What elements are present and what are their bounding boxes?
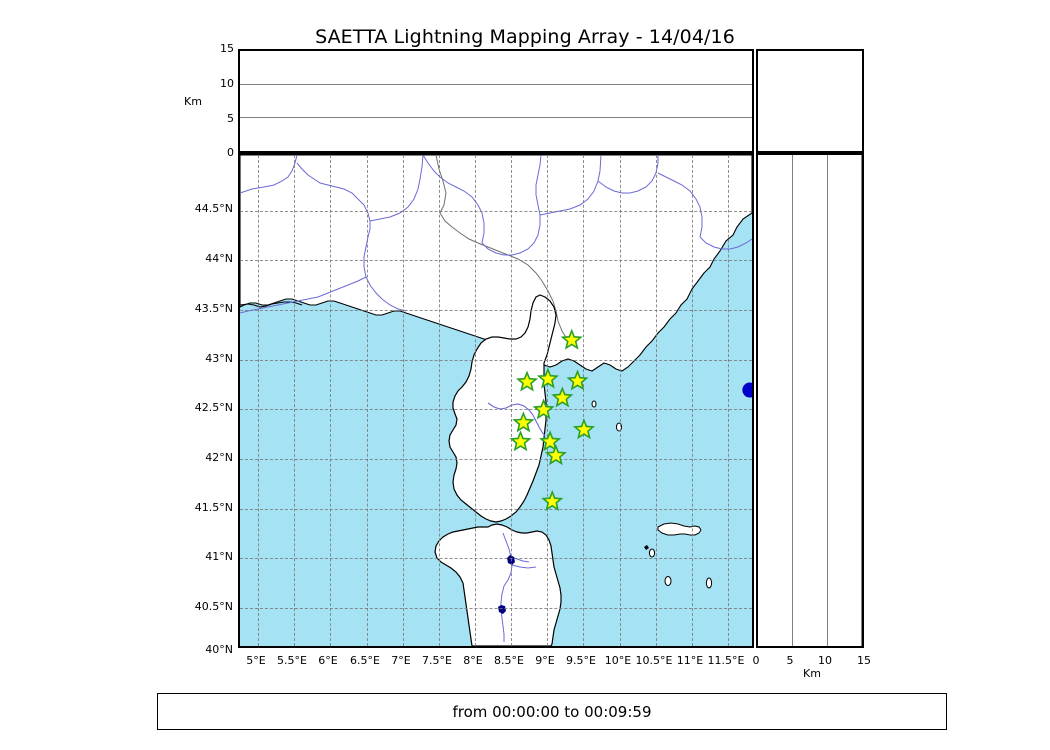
lon-tick-5.5: 5.5°E bbox=[277, 654, 307, 667]
grid-lat-43 bbox=[240, 360, 752, 361]
grid-lat-42 bbox=[240, 459, 752, 460]
lat-tick-40: 40°N bbox=[205, 643, 233, 656]
height-vs-longitude-panel[interactable] bbox=[238, 49, 754, 153]
lat-tick-42.5: 42.5°N bbox=[194, 401, 233, 414]
grid-lon-7 bbox=[403, 155, 404, 646]
station-star-station-7[interactable] bbox=[512, 411, 535, 433]
lon-tick-6.5: 6.5°E bbox=[350, 654, 380, 667]
station-star-station-8[interactable] bbox=[572, 418, 596, 440]
lon-tick-11: 11°E bbox=[676, 654, 704, 667]
grid-lon-9.5 bbox=[583, 155, 584, 646]
station-star-station-3[interactable] bbox=[536, 367, 559, 389]
grid-lon-11 bbox=[692, 155, 693, 646]
grid-lon-11.5 bbox=[728, 155, 729, 646]
grid-lon-8 bbox=[475, 155, 476, 646]
grid-lat-41.5 bbox=[240, 509, 752, 510]
lat-tick-42: 42°N bbox=[205, 451, 233, 464]
height-histogram-panel[interactable] bbox=[756, 49, 864, 153]
station-star-station-11[interactable] bbox=[544, 444, 567, 466]
grid-lon-7.5 bbox=[439, 155, 440, 646]
station-star-station-4[interactable] bbox=[566, 369, 589, 391]
station-star-station-2[interactable] bbox=[515, 370, 539, 392]
grid-lat-42.5 bbox=[240, 409, 752, 410]
lat-tick-44: 44°N bbox=[205, 252, 233, 265]
station-star-station-1[interactable] bbox=[560, 328, 583, 350]
lon-tick-10: 10°E bbox=[604, 654, 632, 667]
lon-tick-9: 9°E bbox=[535, 654, 555, 667]
height-tick-5: 5 bbox=[227, 112, 234, 125]
station-star-station-6[interactable] bbox=[532, 398, 555, 420]
status-text: from 00:00:00 to 00:09:59 bbox=[452, 702, 652, 721]
lat-tick-44.5: 44.5°N bbox=[194, 202, 233, 215]
blue-marker[interactable] bbox=[742, 382, 752, 398]
km-tick-0: 0 bbox=[752, 654, 760, 667]
grid-lon-6.5 bbox=[367, 155, 368, 646]
grid-lon-5 bbox=[258, 155, 259, 646]
map-canvas bbox=[240, 155, 752, 646]
gridline-10km bbox=[240, 84, 752, 85]
grid-lat-44 bbox=[240, 260, 752, 261]
lon-tick-7: 7°E bbox=[391, 654, 411, 667]
lat-tick-40.5: 40.5°N bbox=[194, 600, 233, 613]
grid-lat-40.5 bbox=[240, 608, 752, 609]
lon-tick-6: 6°E bbox=[318, 654, 338, 667]
height-vs-latitude-panel[interactable] bbox=[756, 153, 864, 648]
marker-layer bbox=[240, 155, 752, 646]
lon-tick-8: 8°E bbox=[463, 654, 483, 667]
plan-view-map[interactable] bbox=[238, 153, 754, 648]
km-tick-5: 5 bbox=[786, 654, 794, 667]
station-star-station-9[interactable] bbox=[509, 430, 532, 452]
km-tick-10: 10 bbox=[818, 654, 832, 667]
lat-tick-43: 43°N bbox=[205, 352, 233, 365]
km-axis-label: Km bbox=[803, 667, 821, 680]
grid-lon-10.5 bbox=[656, 155, 657, 646]
station-star-station-12[interactable] bbox=[541, 489, 564, 511]
gridline-15km-right bbox=[861, 155, 862, 646]
lon-tick-11.5: 11.5°E bbox=[707, 654, 745, 667]
lat-tick-41: 41°N bbox=[205, 550, 233, 563]
lat-tick-41.5: 41.5°N bbox=[194, 501, 233, 514]
lon-tick-5: 5°E bbox=[246, 654, 266, 667]
station-star-station-5[interactable] bbox=[551, 386, 574, 408]
grid-lon-6 bbox=[330, 155, 331, 646]
grid-lon-5.5 bbox=[294, 155, 295, 646]
grid-lon-9 bbox=[547, 155, 548, 646]
gridline-5km-right bbox=[792, 155, 793, 646]
lon-tick-9.5: 9.5°E bbox=[566, 654, 596, 667]
lon-tick-10.5: 10.5°E bbox=[635, 654, 673, 667]
lon-tick-7.5: 7.5°E bbox=[422, 654, 452, 667]
lon-tick-8.5: 8.5°E bbox=[494, 654, 524, 667]
status-bar[interactable]: from 00:00:00 to 00:09:59 bbox=[157, 693, 947, 730]
height-tick-10: 10 bbox=[220, 77, 234, 90]
grid-lat-43.5 bbox=[240, 310, 752, 311]
height-tick-15: 15 bbox=[220, 42, 234, 55]
grid-lon-10 bbox=[620, 155, 621, 646]
station-star-station-10[interactable] bbox=[539, 430, 562, 452]
gridline-5km bbox=[240, 117, 752, 118]
gridline-10km-right bbox=[827, 155, 828, 646]
height-axis-label: Km bbox=[184, 95, 202, 108]
figure-title: SAETTA Lightning Mapping Array - 14/04/1… bbox=[315, 26, 735, 48]
km-tick-15: 15 bbox=[857, 654, 871, 667]
grid-lon-8.5 bbox=[511, 155, 512, 646]
grid-lat-44.5 bbox=[240, 211, 752, 212]
station-markers bbox=[509, 328, 752, 511]
height-tick-0: 0 bbox=[227, 146, 234, 159]
map-geography bbox=[240, 155, 752, 646]
grid-lat-41 bbox=[240, 558, 752, 559]
lat-tick-43.5: 43.5°N bbox=[194, 302, 233, 315]
